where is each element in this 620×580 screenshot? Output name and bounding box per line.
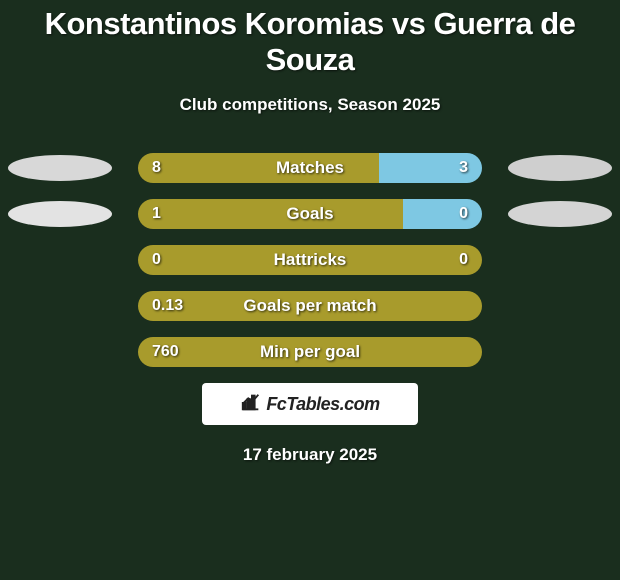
subtitle: Club competitions, Season 2025 bbox=[0, 95, 620, 115]
bar-segment-a bbox=[138, 291, 482, 321]
stat-row: Min per goal760 bbox=[0, 337, 620, 367]
stat-bar: Min per goal760 bbox=[138, 337, 482, 367]
bar-segment-b bbox=[403, 199, 482, 229]
bar-segment-a bbox=[138, 153, 379, 183]
player-b-marker bbox=[508, 155, 612, 181]
bar-segment-a bbox=[138, 337, 482, 367]
chart-icon bbox=[240, 391, 262, 418]
logo-text: FcTables.com bbox=[266, 394, 379, 415]
stat-bar: Goals10 bbox=[138, 199, 482, 229]
player-a-marker bbox=[8, 201, 112, 227]
stat-row: Goals10 bbox=[0, 199, 620, 229]
comparison-card: Konstantinos Koromias vs Guerra de Souza… bbox=[0, 0, 620, 465]
player-a-marker bbox=[8, 155, 112, 181]
bar-segment-a bbox=[138, 245, 482, 275]
date-line: 17 february 2025 bbox=[0, 445, 620, 465]
stat-row: Hattricks00 bbox=[0, 245, 620, 275]
source-logo: FcTables.com bbox=[202, 383, 418, 425]
player-b-marker bbox=[508, 201, 612, 227]
bar-segment-a bbox=[138, 199, 403, 229]
stat-bar: Goals per match0.13 bbox=[138, 291, 482, 321]
stat-row: Matches83 bbox=[0, 153, 620, 183]
stat-bar: Hattricks00 bbox=[138, 245, 482, 275]
stat-row: Goals per match0.13 bbox=[0, 291, 620, 321]
page-title: Konstantinos Koromias vs Guerra de Souza bbox=[0, 6, 620, 77]
stat-bar: Matches83 bbox=[138, 153, 482, 183]
bar-segment-b bbox=[379, 153, 482, 183]
stats-block: Matches83 Goals10 Hattricks00 Goals per mat… bbox=[0, 153, 620, 367]
